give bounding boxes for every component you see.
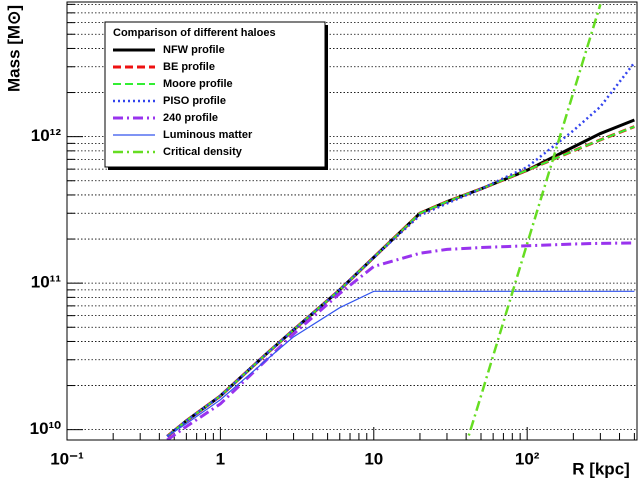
plot-area	[166, 3, 636, 440]
series-line	[166, 125, 635, 438]
legend-label: NFW profile	[163, 44, 225, 56]
legend-label: PISO profile	[163, 95, 226, 107]
legend-label: Moore profile	[163, 78, 233, 90]
x-tick-label: 1	[216, 449, 225, 468]
series-line	[166, 241, 635, 440]
x-tick-label: 10⁻¹	[50, 449, 84, 468]
legend-title: Comparison of different haloes	[113, 27, 276, 39]
x-tick-label: 10	[364, 449, 383, 468]
y-tick-label: 10¹⁰	[30, 419, 62, 438]
legend-label: 240 profile	[163, 112, 218, 124]
legend-label: Luminous matter	[163, 129, 253, 141]
legend-label: Critical density	[163, 146, 243, 158]
y-axis-label: Mass [M⊙]	[4, 5, 23, 92]
x-tick-label: 10²	[515, 449, 540, 468]
series-line	[466, 3, 602, 440]
x-axis-label: R [kpc]	[572, 459, 630, 478]
plot-frame	[66, 1, 638, 441]
series-line	[166, 125, 635, 438]
series-line	[166, 290, 635, 437]
y-tick-label: 10¹²	[31, 126, 62, 145]
y-tick-label: 10¹¹	[31, 273, 62, 292]
legend-label: BE profile	[163, 61, 215, 73]
legend-box	[104, 21, 326, 168]
